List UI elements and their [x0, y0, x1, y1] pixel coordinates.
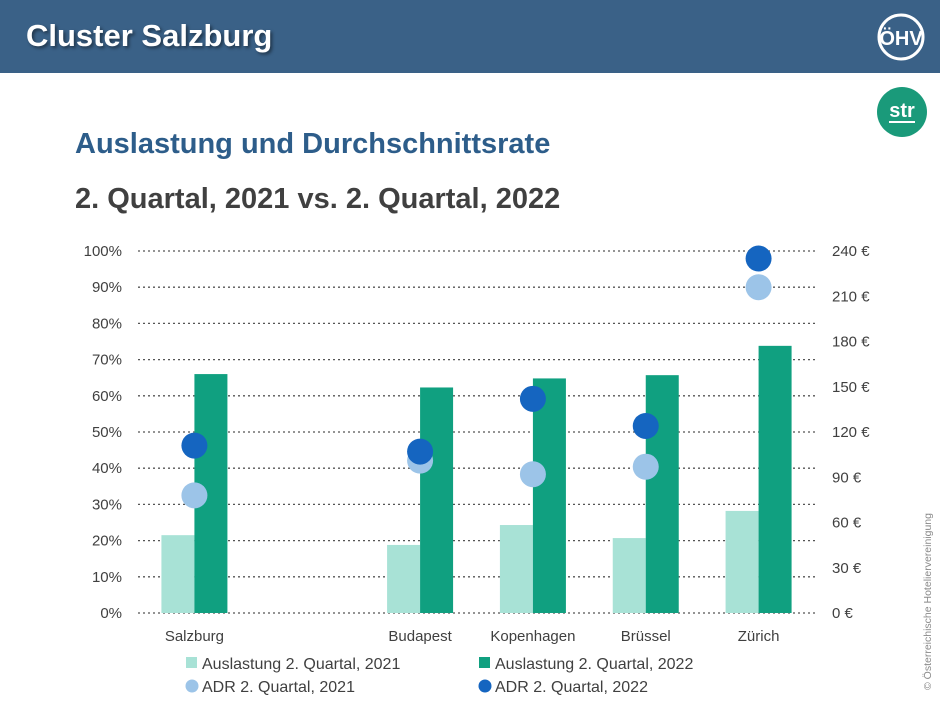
point-adr-2022	[632, 412, 659, 439]
x-tick-label: Brüssel	[621, 628, 671, 645]
y-left-tick-label: 100%	[84, 243, 122, 260]
x-tick-label: Zürich	[738, 628, 780, 645]
y-right-tick-label: 240 €	[832, 243, 870, 260]
y-left-tick-label: 40%	[92, 460, 122, 477]
y-left-tick-label: 30%	[92, 496, 122, 513]
y-left-tick-label: 70%	[92, 352, 122, 369]
y-left-tick-label: 0%	[100, 605, 122, 622]
bar-occupancy-2021	[612, 538, 646, 613]
bar-occupancy-2021	[725, 510, 759, 613]
y-left-tick-label: 20%	[92, 533, 122, 550]
y-left-tick-label: 50%	[92, 424, 122, 441]
bar-occupancy-2021	[499, 525, 533, 613]
y-right-tick-label: 180 €	[832, 334, 870, 351]
chart-title: Auslastung und Durchschnittsrate	[75, 128, 551, 160]
legend-label: ADR 2. Quartal, 2021	[202, 679, 355, 696]
chart-subtitle: 2. Quartal, 2021 vs. 2. Quartal, 2022	[75, 183, 561, 215]
point-adr-2021	[745, 274, 772, 301]
y-left-tick-label: 90%	[92, 279, 122, 296]
y-left-tick-label: 10%	[92, 569, 122, 586]
point-adr-2021	[181, 482, 208, 509]
y-right-tick-label: 0 €	[832, 605, 854, 622]
oehv-logo-icon: ÖHV	[877, 13, 925, 61]
point-adr-2021	[519, 461, 546, 488]
oehv-logo-text: ÖHV	[879, 27, 923, 50]
x-tick-label: Budapest	[388, 628, 452, 645]
y-right-tick-label: 90 €	[832, 469, 862, 486]
y-right-tick-label: 120 €	[832, 424, 870, 441]
header-bar: Cluster Salzburg ÖHV	[0, 0, 940, 73]
y-right-tick-label: 210 €	[832, 288, 870, 305]
y-left-tick-label: 80%	[92, 315, 122, 332]
legend-swatch	[186, 657, 197, 668]
legend-label: ADR 2. Quartal, 2022	[495, 679, 648, 696]
bar-occupancy-2022	[758, 345, 792, 613]
y-right-tick-label: 150 €	[832, 379, 870, 396]
page-title: Cluster Salzburg	[26, 18, 273, 53]
legend-swatch	[479, 657, 490, 668]
bar-occupancy-2021	[387, 544, 421, 613]
point-adr-2022	[181, 432, 208, 459]
y-right-tick-label: 30 €	[832, 560, 862, 577]
point-adr-2021	[632, 453, 659, 480]
str-logo-text: str	[889, 100, 915, 122]
legend-label: Auslastung 2. Quartal, 2022	[495, 656, 693, 673]
y-right-tick-label: 60 €	[832, 515, 862, 532]
legend-swatch	[185, 679, 199, 693]
bar-occupancy-2022	[420, 387, 454, 613]
legend-label: Auslastung 2. Quartal, 2021	[202, 656, 400, 673]
str-logo-icon: str	[877, 87, 927, 137]
point-adr-2022	[519, 385, 546, 412]
bar-occupancy-2021	[161, 535, 195, 613]
legend-swatch	[478, 679, 492, 693]
y-left-tick-label: 60%	[92, 388, 122, 405]
x-tick-label: Kopenhagen	[490, 628, 575, 645]
point-adr-2022	[745, 245, 772, 272]
point-adr-2022	[407, 438, 434, 465]
bar-occupancy-2022	[645, 375, 679, 613]
x-tick-label: Salzburg	[165, 628, 224, 645]
bar-occupancy-2022	[532, 378, 566, 613]
